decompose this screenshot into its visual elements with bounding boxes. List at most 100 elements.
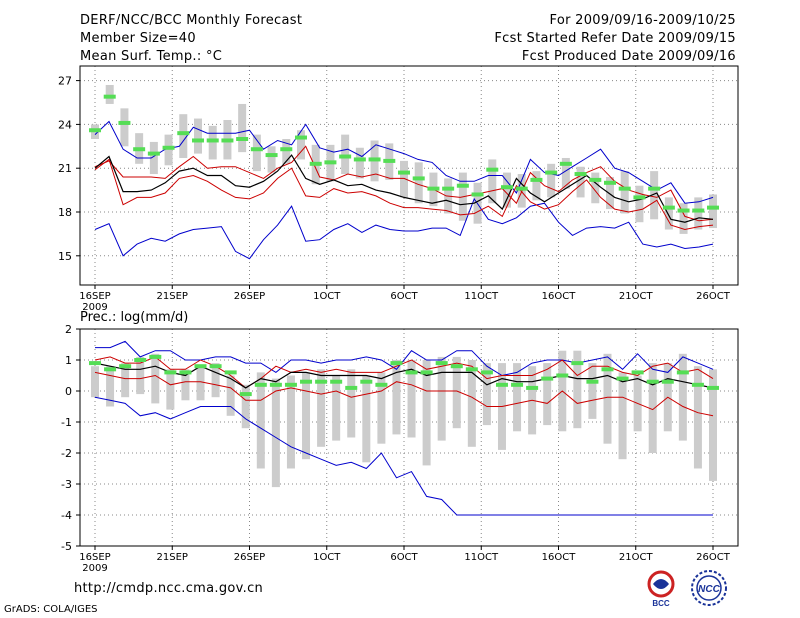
spread-box: [709, 194, 717, 229]
member-marker: [571, 361, 584, 366]
member-marker: [104, 367, 117, 372]
spread-box: [196, 366, 205, 401]
member-marker: [390, 361, 403, 366]
member-marker: [556, 373, 569, 378]
spread-box: [166, 369, 175, 410]
member-marker: [486, 167, 499, 172]
y-tick-label: 21: [58, 162, 72, 175]
member-marker: [405, 370, 418, 375]
member-marker: [89, 361, 101, 366]
x-tick-label: 16OCT: [542, 291, 577, 302]
member-marker: [192, 138, 204, 143]
member-marker: [465, 367, 478, 372]
member-marker: [269, 382, 282, 387]
y-tick-label: 15: [58, 250, 72, 263]
y-tick-label: 27: [58, 75, 72, 88]
spread-box: [120, 108, 129, 147]
grads-credit: GrADS: COLA/IGES: [4, 604, 98, 615]
member-marker: [162, 145, 175, 150]
member-marker: [324, 160, 337, 165]
x-tick-label: 26OCT: [696, 552, 731, 563]
x-tick-label: 11OCT: [464, 552, 499, 563]
spread-box: [106, 366, 115, 407]
member-marker: [295, 135, 307, 140]
member-marker: [89, 128, 101, 133]
spread-box: [620, 171, 629, 214]
spread-box: [488, 159, 497, 204]
y-tick-label: 18: [58, 206, 72, 219]
x-tick-label: 21OCT: [619, 552, 654, 563]
member-marker: [515, 186, 528, 191]
spread-box: [422, 360, 431, 466]
member-marker: [586, 379, 599, 384]
member-marker: [420, 370, 433, 375]
member-marker: [206, 138, 219, 143]
spread-box: [377, 372, 386, 444]
source-url[interactable]: http://cmdp.ncc.cma.gov.cn: [74, 581, 264, 596]
spread-box: [679, 203, 688, 234]
member-marker: [330, 379, 343, 384]
member-marker: [147, 151, 160, 156]
member-marker: [574, 172, 587, 177]
bcc-logo-text: BCC: [652, 599, 670, 608]
y-tick-label: -3: [61, 478, 72, 491]
x-tick-label: 16SEP: [79, 552, 110, 563]
spread-box: [694, 197, 703, 230]
member-marker: [339, 154, 352, 159]
x-tick-label: 6OCT: [390, 291, 418, 302]
y-tick-label: 0: [65, 385, 72, 398]
member-marker: [604, 180, 616, 185]
x-tick-label: 1OCT: [313, 552, 341, 563]
member-marker: [118, 120, 131, 125]
spread-box: [347, 369, 356, 438]
spread-box: [452, 356, 461, 429]
member-marker: [662, 205, 675, 210]
y-tick-label: 1: [65, 354, 72, 367]
member-marker: [254, 382, 267, 387]
member-marker: [119, 364, 132, 369]
x-tick-year: 2009: [82, 302, 107, 313]
member-marker: [221, 138, 234, 143]
spread-box: [136, 356, 145, 395]
x-tick-label: 16SEP: [79, 291, 110, 302]
mean-line: [94, 154, 714, 223]
spread-box: [105, 84, 114, 104]
lower-spread-line: [94, 371, 714, 417]
max-line: [95, 340, 714, 377]
upper-spread-line: [94, 145, 714, 222]
member-marker: [559, 161, 572, 166]
member-marker: [209, 364, 222, 369]
x-tick-label: 6OCT: [390, 552, 418, 563]
member-marker: [224, 370, 237, 375]
member-marker: [707, 205, 719, 210]
member-marker: [501, 185, 513, 190]
spread-box: [252, 134, 261, 172]
member-marker: [633, 195, 646, 200]
min-line: [94, 197, 714, 260]
member-marker: [511, 382, 524, 387]
spread-box: [302, 372, 311, 460]
spread-box: [271, 378, 280, 488]
spread-box: [208, 125, 217, 160]
precip-panel-title: Prec.: log(mm/d): [80, 310, 188, 325]
forecast-period: For 2009/09/16-2009/10/25: [549, 13, 736, 28]
plot-frame: [79, 65, 739, 286]
member-marker: [284, 382, 297, 387]
member-marker: [194, 364, 207, 369]
spread-box: [400, 160, 408, 198]
member-marker: [691, 382, 704, 387]
member-marker: [383, 158, 396, 163]
x-tick-label: 16OCT: [542, 552, 577, 563]
member-marker: [345, 385, 358, 390]
member-marker: [309, 161, 322, 166]
member-marker: [149, 354, 162, 359]
spread-box: [573, 350, 582, 429]
spread-box: [650, 171, 659, 220]
spread-box: [532, 171, 541, 201]
member-marker: [450, 364, 463, 369]
y-tick-label: -2: [61, 447, 72, 460]
member-marker: [375, 382, 388, 387]
member-marker: [103, 94, 116, 99]
x-tick-label: 26OCT: [696, 291, 731, 302]
